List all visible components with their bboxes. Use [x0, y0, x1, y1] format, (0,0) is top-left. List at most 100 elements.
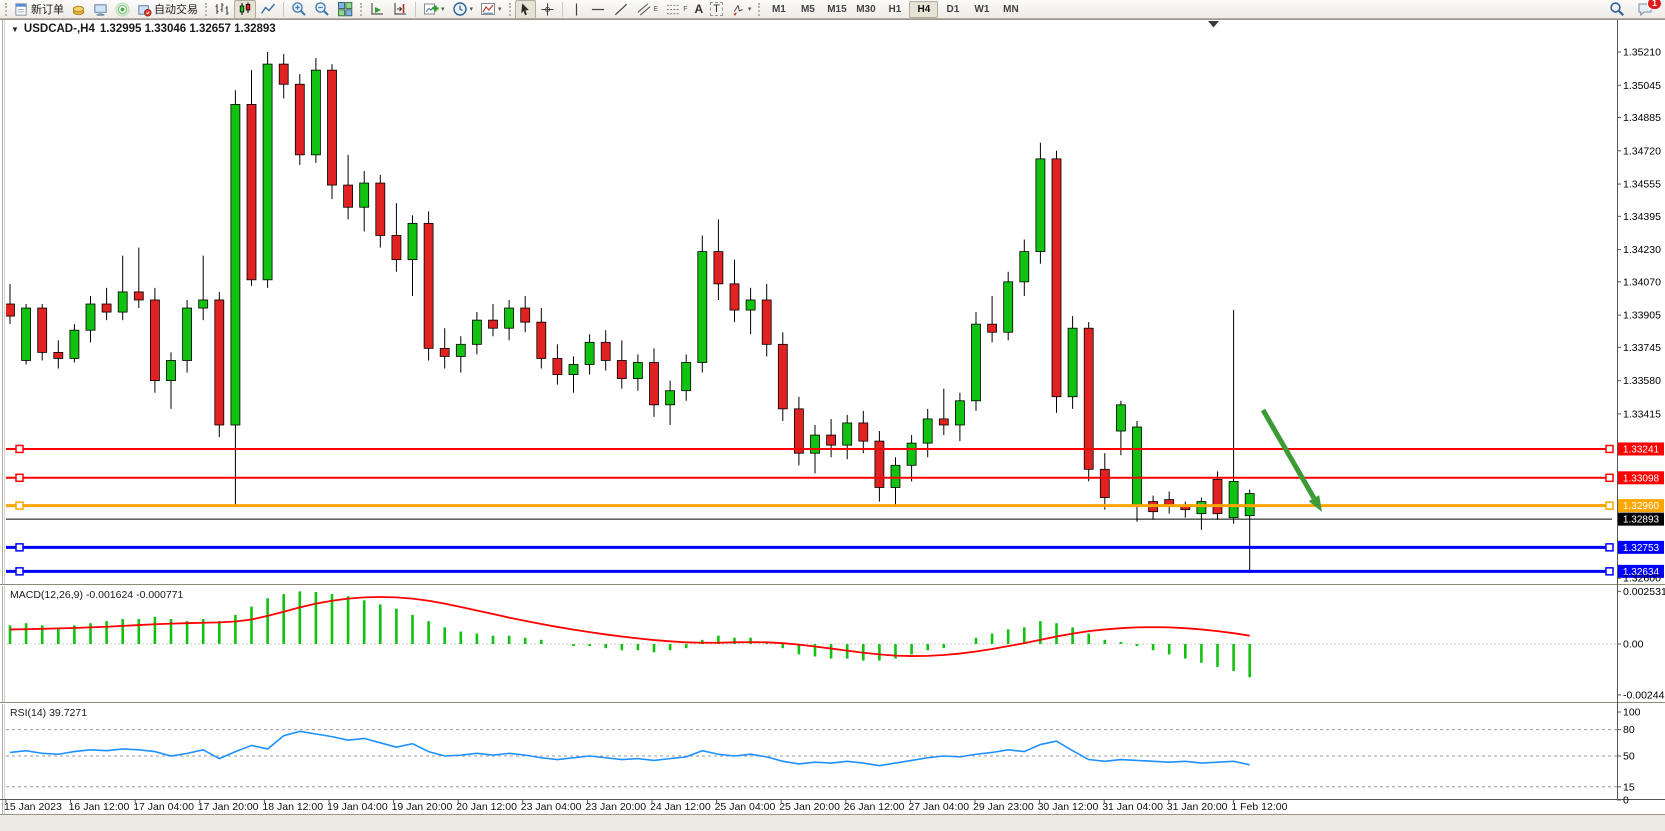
tab-timeframe-m15[interactable]: M15 [827, 3, 847, 15]
hline-handle[interactable] [15, 473, 24, 483]
crosshair-tool-button[interactable] [537, 0, 558, 19]
svg-text:0: 0 [1623, 795, 1629, 807]
zoom-out-button[interactable] [311, 0, 333, 19]
price-axis[interactable]: 1.35210 1.35045 1.34885 1.34720 1.34555 1.343… [1617, 47, 1665, 807]
text-label-tool-button[interactable]: T [707, 0, 726, 19]
arrows-tool-button[interactable]: ▾ [727, 0, 755, 19]
search-button[interactable] [1606, 0, 1628, 19]
template-icon [481, 3, 496, 15]
auto-trading-button[interactable]: 自动交易 [134, 0, 201, 19]
svg-text:1.32753: 1.32753 [1623, 543, 1660, 554]
clock-icon [452, 2, 467, 16]
svg-text:23 Jan 04:00: 23 Jan 04:00 [521, 801, 582, 813]
tile-windows-icon [338, 2, 353, 17]
toolbar-grip [5, 2, 7, 16]
horizontal-line-tool-button[interactable] [587, 0, 609, 19]
tab-timeframe-d1[interactable]: D1 [946, 3, 960, 15]
hline-handle[interactable] [1605, 543, 1614, 552]
macd-indicator-label: MACD(12,26,9) -0.001624 -0.000771 [10, 589, 184, 601]
timeframe-group: M1 M5 M15 M30 H1 H4 D1 W1 MN [764, 0, 1025, 18]
auto-scroll-icon [371, 3, 383, 15]
candlestick-chart-icon [239, 2, 251, 15]
tab-timeframe-m5[interactable]: M5 [800, 3, 815, 15]
tab-timeframe-m30[interactable]: M30 [856, 3, 876, 15]
tab-timeframe-h4[interactable]: H4 [909, 0, 939, 18]
channel-e-glyph: E [653, 5, 659, 13]
hline-handle[interactable] [15, 567, 24, 576]
macd-signal-line [9, 596, 1250, 657]
periods-button[interactable]: ▾ [449, 0, 477, 19]
equidistant-channel-icon [637, 2, 650, 16]
svg-text:18 Jan 12:00: 18 Jan 12:00 [262, 801, 323, 813]
horizontal-line-icon [591, 8, 604, 10]
tab-timeframe-w1[interactable]: W1 [974, 3, 990, 15]
signals-button[interactable] [112, 0, 133, 19]
bar-chart-icon [215, 3, 229, 15]
deposit-button[interactable] [68, 0, 89, 19]
chart-title[interactable]: ▼ USDCAD-,H4 1.32995 1.33046 1.32657 1.3… [11, 23, 276, 35]
trendline-icon [614, 3, 627, 15]
terminal-icon [94, 3, 107, 16]
fibonacci-tool-button[interactable]: F [662, 0, 690, 19]
text-tool-button[interactable]: A [692, 0, 707, 19]
toolbar-separator [561, 1, 563, 17]
dropdown-caret-icon: ▾ [498, 5, 502, 13]
cursor-tool-button[interactable] [514, 0, 536, 19]
svg-text:30 Jan 12:00: 30 Jan 12:00 [1038, 801, 1099, 813]
toolbar-separator [415, 1, 416, 17]
price-badge [1618, 540, 1664, 554]
new-order-button[interactable]: 新订单 [11, 0, 67, 19]
fibo-f-glyph: F [683, 5, 688, 13]
hline-handle[interactable] [15, 543, 24, 552]
svg-text:80: 80 [1623, 724, 1635, 736]
hline-handle[interactable] [15, 501, 24, 510]
svg-text:1.32960: 1.32960 [1623, 501, 1660, 512]
svg-text:26 Jan 12:00: 26 Jan 12:00 [844, 801, 905, 813]
chart-bars-button[interactable] [211, 0, 233, 19]
zoom-in-button[interactable] [288, 0, 310, 19]
hline-handle[interactable] [1605, 473, 1614, 483]
text-tool-icon: A [694, 2, 704, 16]
auto-scroll-button[interactable] [366, 0, 388, 19]
channel-tool-button[interactable]: E [633, 0, 662, 19]
tile-windows-button[interactable] [334, 0, 356, 19]
zoom-in-icon [292, 2, 306, 16]
indicators-button[interactable]: ▾ [420, 0, 448, 19]
horizontal-line-objects[interactable]: 1.33241 1.33098 1.32960 1.32893 1.32753 1.326… [6, 442, 1664, 578]
trendline-tool-button[interactable] [610, 0, 632, 19]
new-order-label: 新订单 [31, 4, 64, 16]
svg-text:17 Jan 20:00: 17 Jan 20:00 [198, 801, 259, 813]
vertical-line-tool-button[interactable] [567, 0, 586, 19]
status-bar [0, 815, 1665, 831]
templates-button[interactable]: ▾ [477, 0, 505, 19]
svg-text:0.00: 0.00 [1623, 639, 1644, 651]
hline-handle[interactable] [1605, 444, 1614, 454]
hline-handle[interactable] [15, 444, 24, 454]
hline-handle[interactable] [1605, 501, 1614, 510]
tab-timeframe-mn[interactable]: MN [1003, 3, 1019, 15]
notifications-button[interactable]: 1 [1634, 0, 1662, 19]
price-badge [1618, 564, 1664, 578]
candlestick-series [6, 52, 1255, 571]
terminal-button[interactable] [90, 0, 111, 19]
toolbar-grip [758, 2, 761, 16]
annotation-arrow[interactable] [1260, 408, 1322, 512]
chart-candles-button[interactable] [234, 0, 256, 19]
chart-shift-button[interactable] [389, 0, 411, 19]
price-badge [1618, 512, 1664, 526]
tab-timeframe-h1[interactable]: H1 [888, 3, 902, 15]
auto-trading-icon [138, 4, 152, 17]
time-axis[interactable]: 15 Jan 2023 16 Jan 12:00 17 Jan 04:00 17 Ja… [4, 800, 1288, 813]
chart-shift-marker[interactable] [1208, 21, 1219, 28]
svg-text:17 Jan 04:00: 17 Jan 04:00 [133, 801, 194, 813]
search-icon [1610, 2, 1624, 16]
signals-icon [115, 1, 130, 17]
hline-handle[interactable] [1605, 567, 1614, 576]
svg-text:1.32600: 1.32600 [1623, 573, 1661, 585]
svg-text:1.33745: 1.33745 [1623, 342, 1661, 354]
line-chart-icon [260, 3, 276, 14]
tab-timeframe-m1[interactable]: M1 [771, 3, 786, 15]
chart-line-button[interactable] [257, 0, 279, 19]
